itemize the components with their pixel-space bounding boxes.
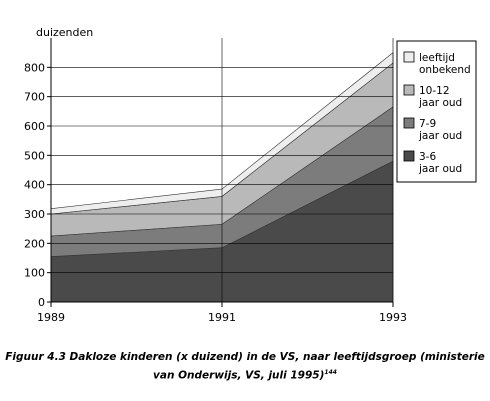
- y-tick-label: 500: [24, 149, 45, 162]
- legend-label: 7-9: [419, 118, 436, 130]
- y-tick-label: 0: [38, 296, 45, 309]
- y-tick-label: 400: [24, 179, 45, 192]
- y-tick-label: 200: [24, 237, 45, 250]
- caption-footnote: 144: [324, 369, 337, 376]
- legend-label: onbekend: [419, 64, 471, 76]
- y-tick-label: 600: [24, 120, 45, 133]
- legend-swatch: [403, 84, 415, 96]
- x-tick-label: 1989: [37, 311, 65, 324]
- legend-swatch: [403, 117, 415, 129]
- legend-label: jaar oud: [418, 163, 462, 175]
- y-tick-label: 300: [24, 208, 45, 221]
- x-tick-label: 1991: [208, 311, 236, 324]
- caption-line-2: van Onderwijs, VS, juli 1995): [153, 369, 325, 382]
- x-tick-label: 1993: [379, 311, 407, 324]
- y-tick-label: 700: [24, 91, 45, 104]
- legend-label: 10-12: [419, 85, 450, 97]
- stacked-area-chart: duizenden 0 100 200 300 400 500 600 700 800 1989 1…: [24, 26, 477, 324]
- legend-label: jaar oud: [418, 130, 462, 142]
- y-tick-label: 100: [24, 267, 45, 280]
- gridlines: [51, 38, 394, 302]
- y-tick-label: 800: [24, 61, 45, 74]
- legend-swatch: [403, 150, 415, 162]
- legend-label: jaar oud: [418, 97, 462, 109]
- legend-swatch: [403, 51, 415, 63]
- y-axis-label: duizenden: [36, 26, 93, 39]
- caption-line-1: Figuur 4.3 Dakloze kinderen (x duizend) …: [5, 351, 485, 363]
- legend-label: 3-6: [419, 151, 436, 163]
- figure-caption: Figuur 4.3 Dakloze kinderen (x duizend) …: [0, 350, 490, 384]
- legend-label: leeftijd: [419, 52, 455, 64]
- axes: 0 100 200 300 400 500 600 700 800 1989 1991 1993: [24, 38, 407, 324]
